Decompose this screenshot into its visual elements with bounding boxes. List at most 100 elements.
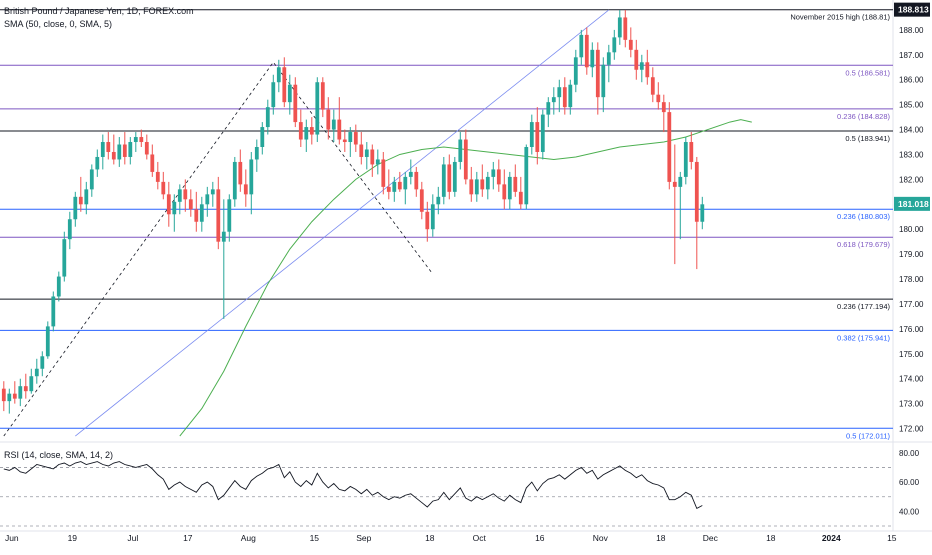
candle-body (518, 191, 523, 205)
candle-body (194, 209, 199, 222)
candle-body (650, 77, 655, 95)
rsi-line (3, 461, 703, 510)
price-tick-label: 183.00 (899, 150, 924, 159)
candle-body (84, 189, 89, 205)
candle-body (331, 119, 336, 130)
candle-body (568, 84, 573, 108)
candle-body (700, 204, 705, 222)
candle-body (469, 179, 474, 195)
time-tick-label: 18 (766, 533, 776, 543)
time-tick-label: 15 (887, 533, 897, 543)
candle-body (304, 127, 309, 140)
candle-body (243, 184, 248, 195)
rsi-tick-label: 60.00 (899, 478, 920, 487)
dashed-trend-line (3, 61, 434, 437)
last-price-badge: 181.018 (898, 199, 929, 209)
sma-legend[interactable]: SMA (50, close, 0, SMA, 5) (4, 19, 113, 29)
candle-body (579, 34, 584, 58)
candle-body (524, 147, 529, 205)
candle-body (447, 164, 452, 192)
candle-body (645, 62, 650, 78)
candle-body (298, 122, 303, 140)
candle-body (232, 161, 237, 200)
candle-body (128, 142, 133, 157)
candle-body (557, 87, 562, 98)
level-label: 0.5 (172.011) (846, 431, 891, 440)
candle-body (441, 164, 446, 197)
candle-body (100, 142, 105, 157)
candle-body (271, 82, 276, 108)
candle-body (623, 17, 628, 40)
candle-body (326, 109, 331, 130)
candle-body (397, 181, 402, 190)
price-tick-label: 179.00 (899, 250, 924, 259)
candle-body (474, 179, 479, 195)
candle-body (40, 356, 45, 369)
candle-body (260, 127, 265, 147)
candle-body (667, 112, 672, 182)
candle-body (546, 102, 551, 115)
candle-body (656, 94, 661, 103)
rsi-tick-label: 80.00 (899, 449, 920, 458)
price-tick-label: 177.00 (899, 300, 924, 309)
sma-line (179, 119, 752, 437)
candle-body (89, 169, 94, 190)
price-tick-label: 175.00 (899, 350, 924, 359)
price-tick-label: 173.00 (899, 400, 924, 409)
price-tick-label: 180.00 (899, 225, 924, 234)
candle-body (320, 82, 325, 110)
rsi-legend[interactable]: RSI (14, close, SMA, 14, 2) (4, 450, 114, 460)
candle-body (678, 176, 683, 187)
time-tick-label: Jun (5, 533, 19, 543)
time-tick-label: Dec (703, 533, 719, 543)
candle-body (111, 151, 116, 160)
time-tick-label: 18 (425, 533, 435, 543)
price-tick-label: 184.00 (899, 126, 924, 135)
candle-body (634, 49, 639, 70)
candle-body (480, 179, 485, 190)
time-tick-label: 2024 (822, 533, 841, 543)
candle-body (463, 139, 468, 180)
candle-body (628, 39, 633, 50)
price-tick-label: 182.00 (899, 175, 924, 184)
candle-body (95, 156, 100, 170)
price-tick-label: 172.00 (899, 425, 924, 434)
level-label: 0.618 (179.679) (837, 240, 890, 249)
candle-body (639, 62, 644, 70)
candle-body (188, 199, 193, 210)
candle-body (436, 196, 441, 205)
candle-body (601, 64, 606, 98)
candle-body (425, 211, 430, 230)
candle-body (414, 171, 419, 190)
candle-body (56, 276, 61, 297)
candle-body (238, 161, 243, 185)
candle-body (276, 67, 281, 83)
candle-body (78, 196, 83, 205)
candle-body (612, 37, 617, 53)
candle-body (210, 189, 215, 195)
price-tick-label: 178.00 (899, 275, 924, 284)
symbol-legend[interactable]: British Pound / Japanese Yen, 1D, FOREX.… (4, 6, 194, 16)
candle-body (590, 49, 595, 68)
candle-body (606, 52, 611, 65)
level-label: 0.5 (183.941) (845, 134, 890, 143)
candle-body (430, 204, 435, 230)
time-tick-label: 19 (68, 533, 78, 543)
candle-body (408, 171, 413, 177)
candle-body (689, 142, 694, 162)
high-price-badge: 188.813 (898, 5, 929, 15)
candle-body (348, 132, 353, 143)
candle-body (309, 127, 314, 135)
candle-body (177, 189, 182, 202)
candle-body (403, 176, 408, 190)
high-price-badge-bg (894, 2, 930, 17)
candle-body (106, 142, 111, 152)
candle-body (551, 97, 556, 103)
candle-body (293, 84, 298, 123)
candle-body (282, 67, 287, 103)
candle-body (117, 144, 122, 160)
candle-body (183, 189, 188, 200)
time-tick-label: 16 (535, 533, 545, 543)
candle-body (337, 119, 342, 140)
